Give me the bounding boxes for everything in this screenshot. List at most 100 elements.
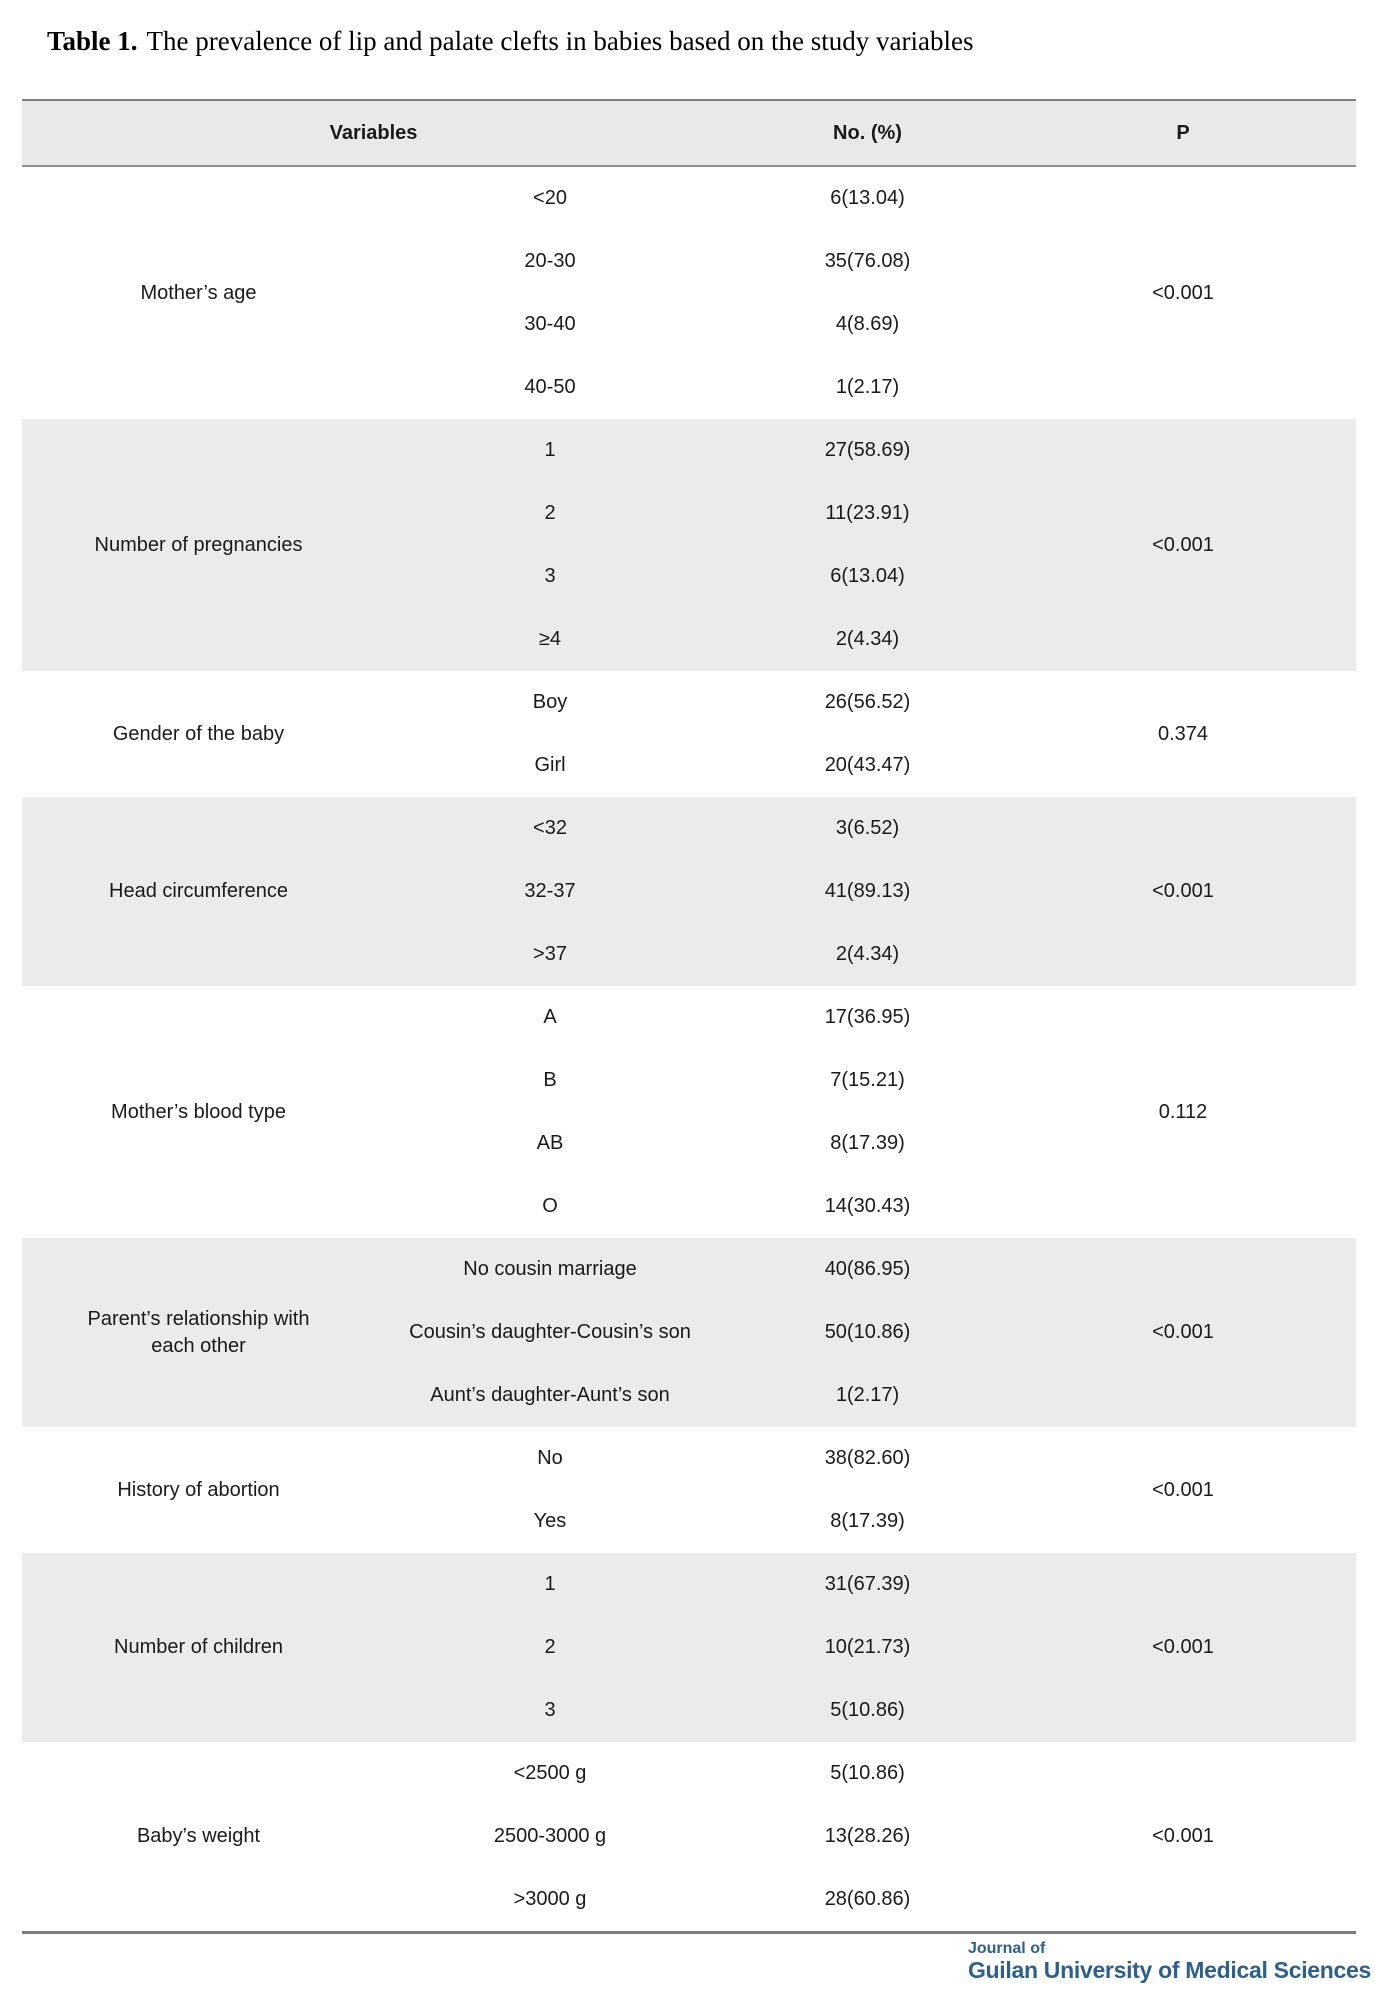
category-cell: Yes [533,1510,567,1532]
p-value: <0.001 [1152,880,1214,902]
value-cell: 8(17.39) [830,1510,905,1532]
value-cell: 8(17.39) [830,1132,905,1154]
p-value: 0.112 [1158,1100,1208,1123]
journal-wordmark-line1: Journal of [967,1940,1046,1957]
category-cell: AB [536,1132,564,1154]
category-column: 1 2 3 ≥4 [375,419,725,671]
variable-label: Number of children [114,1636,283,1658]
variable-group: Mother’s age <20 20-30 30-40 40-50 6(13.04) 35… [22,167,1356,419]
variable-group: Head circumference <32 32-37 >37 3(6.52) 41(8… [22,797,1356,986]
category-column: Boy Girl [375,671,725,797]
header-p: P [1176,121,1190,144]
value-cell: 3(6.52) [835,817,900,839]
category-cell: Girl [534,754,566,776]
category-cell: <20 [533,187,567,209]
category-cell: >37 [533,943,567,965]
category-cell: No cousin marriage [463,1258,637,1280]
table-header-row: Variables No. (%) P [22,101,1356,167]
value-column: 26(56.52) 20(43.47) [725,671,1010,797]
category-cell: 3 [544,1699,556,1721]
variable-label: Number of pregnancies [94,533,303,556]
value-cell: 27(58.69) [824,439,911,461]
p-value: <0.001 [1152,1825,1214,1847]
category-cell: <32 [533,817,567,839]
category-cell: <2500 g [513,1762,587,1784]
value-column: 31(67.39) 10(21.73) 5(10.86) [725,1553,1010,1742]
value-cell: 14(30.43) [824,1195,911,1217]
variable-label: Mother’s age [140,281,257,304]
value-cell: 38(82.60) [824,1447,911,1469]
category-cell: >3000 g [513,1888,587,1910]
variable-group: Number of pregnancies 1 2 3 ≥4 27(58.69) 11(23… [22,419,1356,671]
p-value: <0.001 [1152,1478,1214,1501]
journal-wordmark: Journal of Guilan University of Medical … [967,1940,1371,1984]
category-cell: 32-37 [524,880,576,902]
header-no-pct: No. (%) [833,121,902,144]
value-cell: 50(10.86) [824,1321,911,1343]
p-value: <0.001 [1152,533,1214,556]
value-cell: 7(15.21) [830,1069,905,1091]
value-cell: 2(4.34) [835,628,900,650]
variable-label: Parent’s relationship with each other [87,1307,310,1357]
variable-group: Gender of the baby Boy Girl 26(56.52) 20(43.… [22,671,1356,797]
value-cell: 13(28.26) [824,1825,911,1847]
category-cell: 2 [544,1636,556,1658]
value-column: 40(86.95) 50(10.86) 1(2.17) [725,1238,1010,1427]
table-body: Mother’s age <20 20-30 30-40 40-50 6(13.04) 35… [22,167,1356,1931]
table-caption-text: The prevalence of lip and palate clefts … [146,26,974,56]
value-cell: 1(2.17) [835,1384,900,1406]
category-cell: 20-30 [524,250,576,272]
variable-group: History of abortion No Yes 38(82.60) 8(17.39… [22,1427,1356,1553]
value-column: 17(36.95) 7(15.21) 8(17.39) 14(30.43) [725,986,1010,1238]
value-cell: 17(36.95) [824,1006,911,1028]
prevalence-table: Variables No. (%) P Mother’s age <20 20-30… [22,99,1356,1934]
variable-label: Gender of the baby [112,722,285,745]
value-column: 6(13.04) 35(76.08) 4(8.69) 1(2.17) [725,167,1010,419]
value-column: 5(10.86) 13(28.26) 28(60.86) [725,1742,1010,1931]
category-cell: Boy [532,691,568,713]
value-cell: 10(21.73) [824,1636,911,1658]
value-cell: 6(13.04) [830,565,905,587]
value-cell: 2(4.34) [835,943,900,965]
variable-group: Baby’s weight <2500 g 2500-3000 g >3000 g 5(… [22,1742,1356,1931]
category-cell: ≥4 [538,628,562,650]
value-column: 27(58.69) 11(23.91) 6(13.04) 2(4.34) [725,419,1010,671]
category-cell: 40-50 [524,376,576,398]
variable-label: Mother’s blood type [111,1100,286,1123]
variable-label: Baby’s weight [136,1825,261,1847]
value-cell: 20(43.47) [824,754,911,776]
table-number: Table 1. [47,26,138,56]
category-cell: A [543,1006,557,1028]
value-cell: 5(10.86) [830,1699,905,1721]
category-cell: 3 [544,565,556,587]
value-cell: 26(56.52) [824,691,911,713]
category-cell: 1 [544,1573,556,1595]
category-cell: 2 [544,502,556,524]
value-cell: 40(86.95) [824,1258,911,1280]
p-value: 0.374 [1157,722,1209,745]
category-cell: 2500-3000 g [493,1825,607,1847]
category-cell: 1 [544,439,556,461]
variable-label: Head circumference [109,880,288,902]
header-variables: Variables [329,121,418,144]
value-cell: 35(76.08) [824,250,911,272]
p-value: <0.001 [1152,1636,1214,1658]
value-cell: 41(89.13) [824,880,911,902]
value-cell: 5(10.86) [830,1762,905,1784]
value-cell: 1(2.17) [835,376,900,398]
value-column: 38(82.60) 8(17.39) [725,1427,1010,1553]
variable-group: Number of children 1 2 3 31(67.39) 10(21.73) 5… [22,1553,1356,1742]
value-cell: 11(23.91) [825,502,910,524]
category-column: 1 2 3 [375,1553,725,1742]
variable-label: History of abortion [117,1478,280,1501]
value-cell: 4(8.69) [835,313,900,335]
category-cell: B [543,1069,557,1091]
category-cell: No [537,1447,563,1469]
value-cell: 31(67.39) [824,1573,911,1595]
journal-wordmark-line2: Guilan University of Medical Sciences [967,1957,1371,1983]
category-cell: 30-40 [524,313,576,335]
category-column: No cousin marriage Cousin’s daughter-Cous… [375,1238,725,1427]
category-column: <2500 g 2500-3000 g >3000 g [375,1742,725,1931]
variable-group: Parent’s relationship with each other No … [22,1238,1356,1427]
value-cell: 28(60.86) [824,1888,911,1910]
